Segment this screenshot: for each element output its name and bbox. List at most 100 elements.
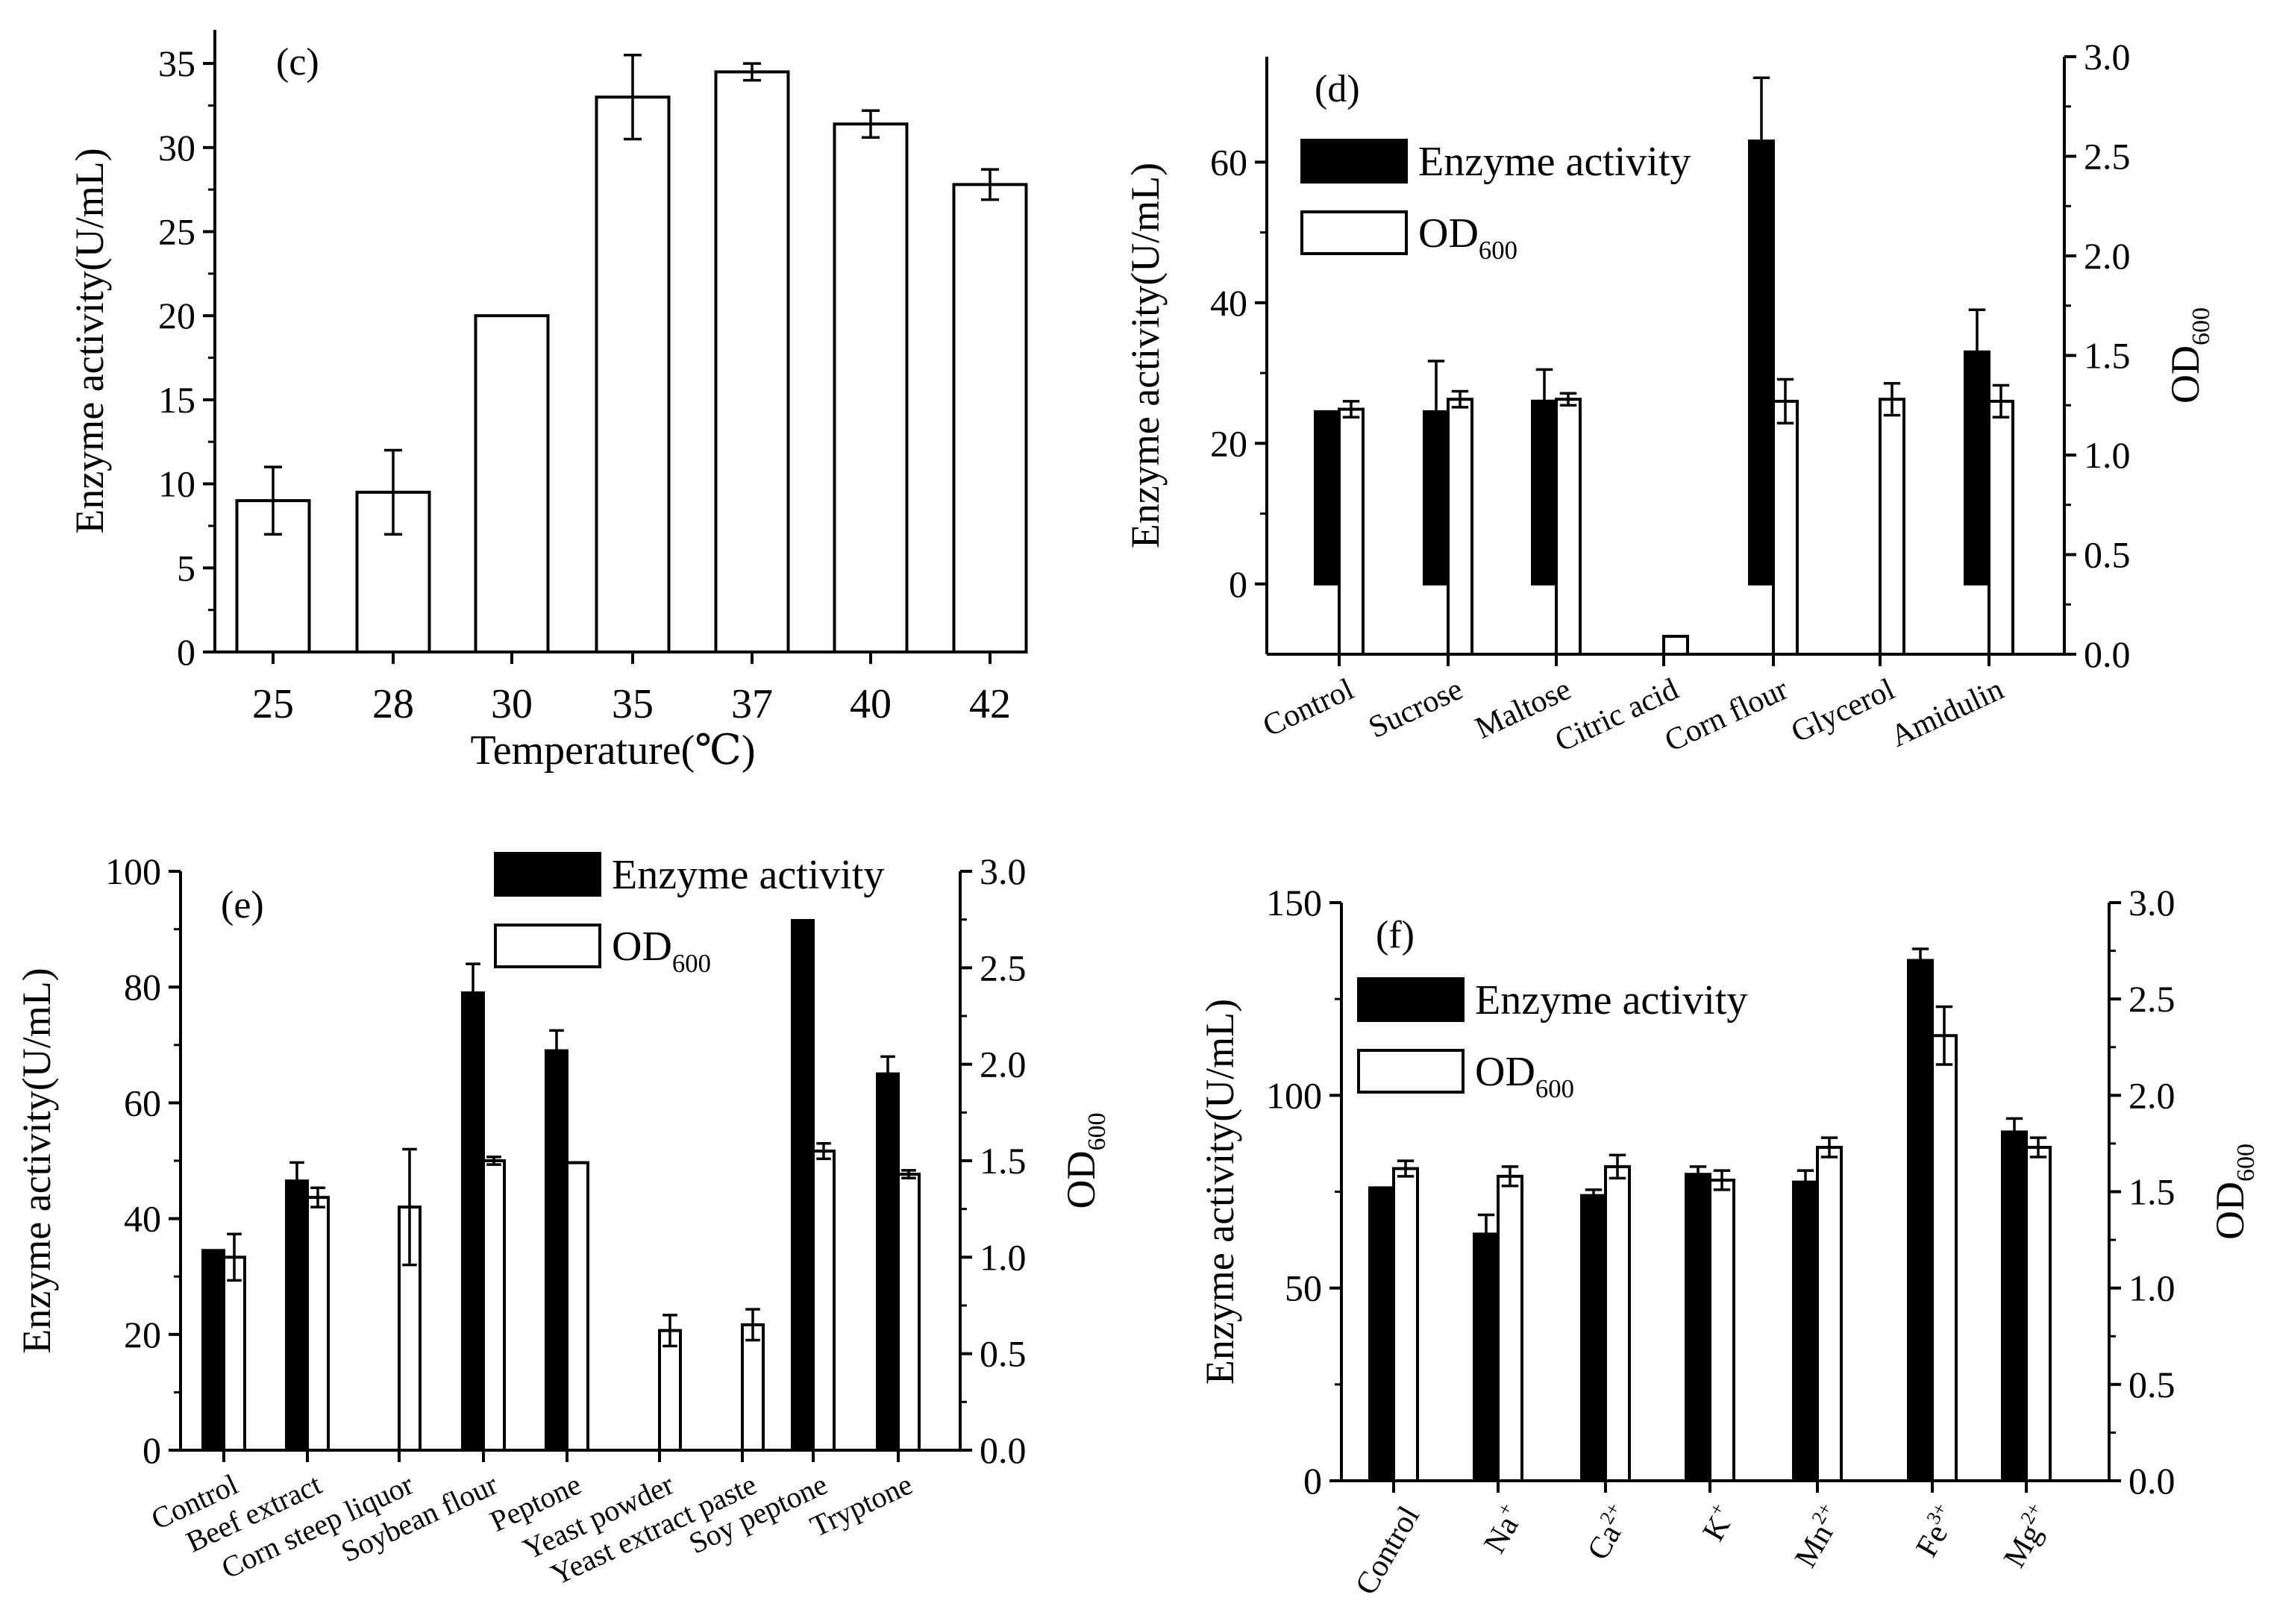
legend-label: Enzyme activity — [1475, 977, 1747, 1023]
legend-label: OD600 — [1475, 1049, 1574, 1103]
bar-enzyme-activity — [1907, 959, 1934, 1482]
y-tick-label: 0 — [1303, 1460, 1322, 1502]
panel-label: (c) — [276, 41, 319, 84]
y-axis-label: Enzyme activity(U/mL) — [1123, 163, 1168, 548]
y2-tick-label: 3.0 — [2129, 882, 2176, 924]
bar-enzyme-activity — [876, 1072, 900, 1452]
y-tick-label: 35 — [158, 43, 195, 84]
bar-od600 — [1931, 1034, 1958, 1482]
y-tick-label: 100 — [105, 850, 161, 892]
y2-axis-label: OD600 — [2208, 1144, 2260, 1240]
bar-enzyme-activity — [595, 95, 671, 653]
x-tick-label: Control — [1258, 672, 1359, 744]
y2-tick-label: 0.5 — [2084, 534, 2131, 576]
legend-swatch — [1357, 1049, 1465, 1094]
y2-tick-label: 1.5 — [2129, 1171, 2176, 1213]
y2-tick-label: 1.0 — [980, 1236, 1027, 1278]
bar-od600 — [1987, 399, 2014, 656]
bar-enzyme-activity — [1580, 1194, 1607, 1482]
y-axis-label: Enzyme activity(U/mL) — [1197, 999, 1242, 1385]
y-tick-label: 40 — [1210, 282, 1247, 324]
bar-od600 — [741, 1323, 765, 1452]
chart-panel-e: 0204060801000.00.51.01.52.02.53.0Control… — [14, 850, 1111, 1592]
legend-swatch — [1357, 977, 1465, 1022]
y-axis-label: Enzyme activity(U/mL) — [67, 148, 112, 533]
x-tick-label: 25 — [252, 681, 294, 727]
chart-panel-c: 0 5 10 15 20 25 30 35 25 28 30 35 37 40 42 (c) Enzyme ac… — [67, 30, 1028, 774]
bar-enzyme-activity — [285, 1179, 309, 1452]
bar-enzyme-activity — [1685, 1173, 1711, 1482]
y-tick-label: 0 — [1229, 563, 1247, 605]
y-tick-label: 10 — [158, 463, 195, 505]
bar-od600 — [812, 1150, 836, 1452]
legend-swatch — [494, 852, 601, 897]
y2-axis-label: OD600 — [1059, 1113, 1111, 1209]
x-tick-label: K+ — [1694, 1499, 1743, 1546]
legend-label: Enzyme activity — [1418, 139, 1691, 185]
y-tick-label: 30 — [158, 127, 195, 169]
y2-tick-label: 2.0 — [980, 1044, 1027, 1085]
y-tick-label: 20 — [158, 295, 195, 336]
panel-label: (e) — [221, 884, 264, 927]
y-tick-label: 0 — [142, 1429, 161, 1471]
y-axis-label: Enzyme activity(U/mL) — [14, 968, 59, 1353]
bar-od600 — [1604, 1164, 1631, 1482]
x-tick-label: 28 — [372, 681, 414, 727]
y-tick-label: 5 — [177, 547, 195, 589]
y-tick-label: 20 — [124, 1314, 161, 1355]
legend-label: Enzyme activity — [612, 852, 884, 898]
y-tick-label: 60 — [124, 1082, 161, 1123]
x-tick-label: Fe3+ — [1906, 1499, 1965, 1563]
x-tick-label: 30 — [491, 681, 533, 727]
y-tick-label: 150 — [1266, 882, 1322, 924]
x-tick-label: Mg2+ — [1994, 1499, 2059, 1573]
bar-od600 — [1447, 398, 1473, 656]
bar-enzyme-activity — [952, 183, 1028, 653]
y2-tick-label: 0.5 — [2129, 1364, 2176, 1405]
y2-tick-label: 2.5 — [2084, 136, 2131, 178]
bar-enzyme-activity — [1748, 139, 1775, 586]
bar-od600 — [1879, 398, 1905, 656]
bar-enzyme-activity — [791, 918, 815, 1452]
legend-label: OD600 — [612, 924, 711, 978]
bar-enzyme-activity — [201, 1249, 225, 1452]
x-tick-label: Corn flour — [1660, 672, 1794, 759]
chart-panel-d: 0 20 40 60 0.0 0.5 1.0 1.5 2.0 2.5 3.0 Control Sucro… — [1123, 36, 2215, 759]
legend-swatch — [494, 924, 601, 968]
x-tick-label: 42 — [969, 681, 1011, 727]
bar-od600 — [897, 1173, 921, 1452]
x-tick-label: Ca2+ — [1578, 1499, 1638, 1566]
y2-tick-label: 2.0 — [2129, 1074, 2176, 1116]
bar-enzyme-activity — [1368, 1186, 1395, 1483]
y2-tick-label: 0.0 — [980, 1429, 1027, 1471]
bar-od600 — [1772, 399, 1799, 656]
y2-tick-label: 3.0 — [2084, 36, 2131, 78]
bar-enzyme-activity — [545, 1049, 568, 1452]
x-tick-label: Mn2+ — [1785, 1499, 1850, 1573]
y-tick-label: 50 — [1285, 1267, 1322, 1309]
x-tick-label: Citric acid — [1550, 672, 1684, 759]
y-tick-label: 0 — [177, 631, 195, 673]
bar-od600 — [2025, 1146, 2052, 1483]
y-tick-label: 20 — [1210, 422, 1247, 464]
legend-swatch — [1300, 139, 1408, 184]
y2-axis-label: OD600 — [2163, 307, 2215, 404]
x-tick-label: 35 — [612, 681, 654, 727]
bar-od600 — [1392, 1167, 1419, 1482]
y-tick-label: 80 — [124, 966, 161, 1008]
bar-od600 — [482, 1159, 506, 1452]
y2-tick-label: 1.0 — [2084, 434, 2131, 476]
bar-od600 — [1497, 1174, 1523, 1483]
x-tick-label: Control — [1349, 1501, 1426, 1601]
bar-enzyme-activity — [2001, 1130, 2028, 1482]
chart-panel-f: 0 50 100 150 0.0 0.5 1.0 1.5 2.0 2.5 3.0 Control Na+… — [1197, 882, 2260, 1601]
x-tick-label: Amidulin — [1885, 672, 2008, 754]
y2-tick-label: 1.5 — [2084, 335, 2131, 377]
bar-od600 — [222, 1255, 246, 1452]
bar-od600 — [566, 1161, 589, 1452]
y2-tick-label: 0.5 — [980, 1333, 1027, 1375]
legend-swatch — [1300, 210, 1408, 255]
bar-od600 — [1555, 398, 1582, 656]
y2-tick-label: 2.0 — [2084, 235, 2131, 277]
bar-enzyme-activity — [1792, 1180, 1819, 1483]
